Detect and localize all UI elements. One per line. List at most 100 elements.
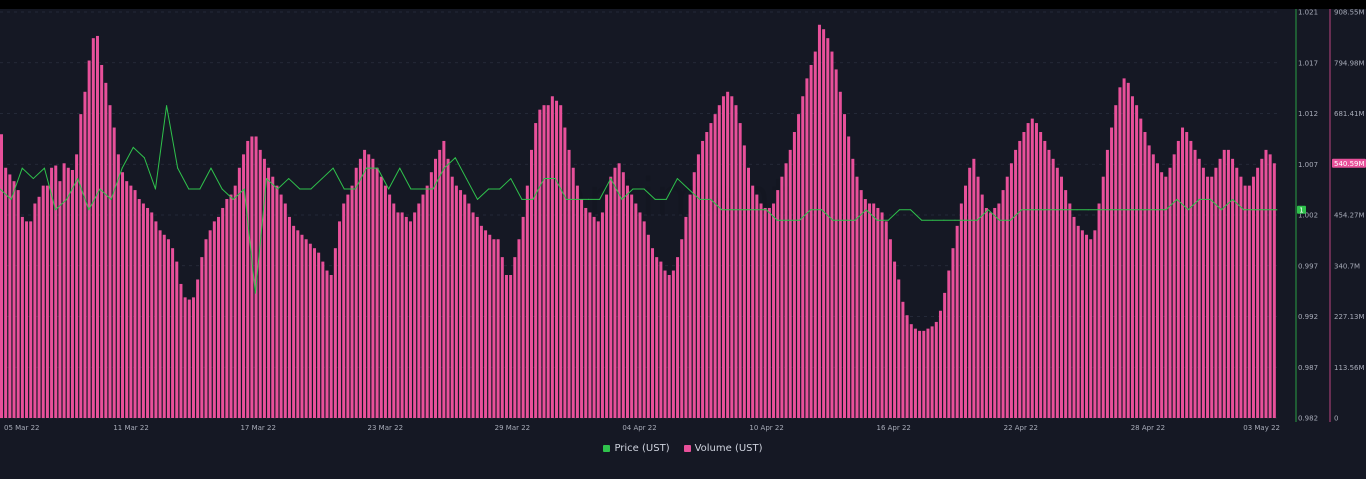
price-point xyxy=(854,219,856,221)
volume-bar xyxy=(317,252,321,418)
price-point xyxy=(210,167,212,169)
volume-bar xyxy=(972,158,976,418)
price-point xyxy=(410,188,412,190)
price-point xyxy=(732,209,734,211)
volume-bar xyxy=(951,248,955,418)
volume-bar xyxy=(158,230,162,418)
volume-bar xyxy=(467,203,471,418)
price-point xyxy=(932,219,934,221)
price-point xyxy=(110,198,112,200)
price-tick-label: 0.992 xyxy=(1298,313,1318,321)
volume-bar xyxy=(346,194,350,418)
volume-bar xyxy=(1135,105,1139,418)
volume-bar xyxy=(834,69,838,418)
volume-bar xyxy=(463,194,467,418)
price-point xyxy=(865,209,867,211)
x-tick-label: 23 Mar 22 xyxy=(368,424,403,432)
volume-bar xyxy=(901,301,905,418)
price-point xyxy=(1120,209,1123,211)
volume-bar xyxy=(208,230,212,418)
price-point xyxy=(510,177,512,180)
volume-bar xyxy=(1206,176,1210,418)
price-point xyxy=(121,167,123,169)
x-tick-label: 17 Mar 22 xyxy=(240,424,275,432)
price-point xyxy=(432,188,434,190)
volume-bar xyxy=(129,185,133,418)
volume-bar xyxy=(75,154,79,418)
volume-bar xyxy=(1176,140,1180,418)
volume-bar xyxy=(555,100,559,418)
price-point xyxy=(265,177,268,180)
price-point xyxy=(232,198,234,200)
volume-bar xyxy=(638,212,642,418)
top-strip xyxy=(0,0,1366,9)
volume-bar xyxy=(805,78,809,418)
volume-bar xyxy=(20,216,24,418)
volume-bar xyxy=(379,176,383,418)
price-point xyxy=(199,188,201,190)
volume-bar xyxy=(938,310,942,418)
price-point xyxy=(21,167,23,169)
volume-bar xyxy=(851,158,855,418)
current-volume-marker xyxy=(1332,158,1366,168)
volume-bar xyxy=(855,176,859,418)
volume-bar xyxy=(1072,216,1076,418)
volume-bar xyxy=(33,203,37,418)
volume-bar xyxy=(58,181,62,418)
volume-bar xyxy=(584,207,588,418)
volume-tick-label: 113.56M xyxy=(1334,364,1365,372)
price-point xyxy=(388,188,390,190)
volume-bar xyxy=(442,140,446,418)
volume-bar xyxy=(634,203,638,418)
volume-bar xyxy=(1231,158,1235,418)
price-point xyxy=(787,219,790,221)
price-point xyxy=(421,188,423,190)
volume-bar xyxy=(717,105,721,418)
volume-bar xyxy=(918,330,922,418)
volume-bar xyxy=(471,212,475,418)
volume-bar xyxy=(538,109,542,418)
volume-bar xyxy=(1268,154,1272,418)
volume-bar xyxy=(325,270,329,418)
volume-bar xyxy=(112,127,116,418)
volume-bar xyxy=(609,176,613,418)
volume-bar xyxy=(947,270,951,418)
volume-bar xyxy=(1018,140,1022,418)
volume-bar xyxy=(1026,123,1030,418)
volume-bar xyxy=(488,234,492,418)
legend-item-volume[interactable]: Volume (UST) xyxy=(683,443,763,454)
x-tick-label: 22 Apr 22 xyxy=(1004,424,1038,432)
price-point xyxy=(277,188,279,190)
volume-bar xyxy=(200,257,204,418)
volume-bar xyxy=(141,203,145,418)
volume-bar xyxy=(888,239,892,418)
volume-bar xyxy=(45,185,49,418)
price-point xyxy=(721,209,723,211)
legend-item-price[interactable]: Price (UST) xyxy=(603,443,670,454)
volume-bar xyxy=(66,167,70,418)
volume-bar xyxy=(842,114,846,418)
volume-bar xyxy=(959,203,963,418)
volume-bar xyxy=(496,239,500,418)
price-point xyxy=(1209,198,1211,200)
price-point xyxy=(1265,209,1267,211)
volume-bar xyxy=(363,149,367,418)
volume-bar xyxy=(884,221,888,418)
price-point xyxy=(921,219,923,221)
volume-bar xyxy=(1272,163,1276,418)
volume-bar xyxy=(434,158,438,418)
price-point xyxy=(288,177,290,180)
volume-bar xyxy=(171,248,175,418)
volume-bar xyxy=(41,185,45,418)
volume-bar xyxy=(79,114,83,418)
volume-bar xyxy=(997,203,1001,418)
price-point xyxy=(798,219,801,221)
volume-bar xyxy=(517,239,521,418)
price-tick-label: 1.017 xyxy=(1298,59,1318,67)
price-point xyxy=(843,219,845,221)
price-point xyxy=(354,188,356,190)
volume-bar xyxy=(300,234,304,418)
volume-bar xyxy=(876,207,880,418)
volume-bar xyxy=(646,234,650,418)
volume-tick-label: 227.13M xyxy=(1334,313,1365,321)
